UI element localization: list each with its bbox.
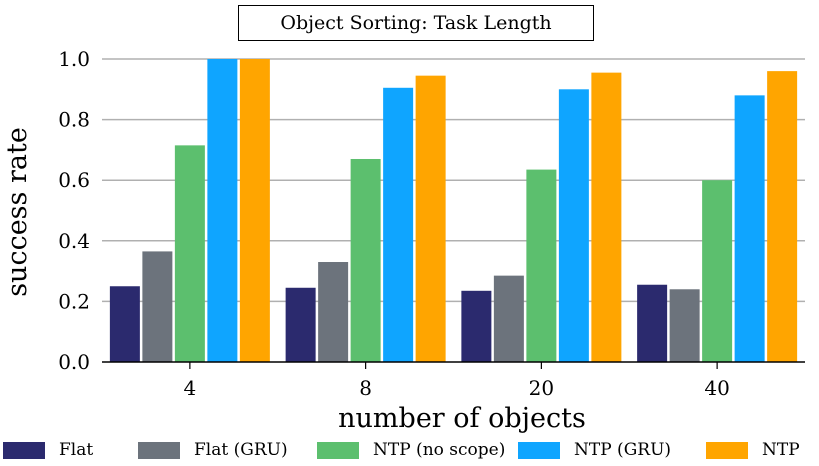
y-tick-label: 1.0 <box>58 47 90 71</box>
y-tick-labels: 0.0 0.2 0.4 0.6 0.8 1.0 <box>58 47 90 374</box>
legend-label: Flat (GRU) <box>194 440 288 460</box>
legend-item: NTP <box>706 440 800 460</box>
bar-flat-gru-4 <box>142 251 173 362</box>
bars <box>109 59 798 363</box>
legend-label: NTP (no scope) <box>373 440 506 460</box>
legend-item: NTP (no scope) <box>317 440 505 460</box>
legend-item: NTP (GRU) <box>518 440 671 460</box>
bar-ntp-gru-8 <box>383 87 414 362</box>
legend-label: NTP (GRU) <box>574 440 672 460</box>
bar-ntp-no-scope-4 <box>174 145 205 362</box>
x-tick-labels: 4 8 20 40 <box>184 376 730 400</box>
bar-ntp-no-scope-20 <box>526 169 557 362</box>
x-tick-label: 20 <box>529 376 554 400</box>
bar-flat-8 <box>285 287 316 362</box>
legend-label: NTP <box>762 440 800 460</box>
legend: Flat Flat (GRU) NTP (no scope) NTP (GRU) NTP <box>0 440 819 466</box>
y-tick-label: 0.4 <box>58 229 90 253</box>
bar-ntp-20 <box>591 72 622 362</box>
bar-ntp-gru-20 <box>558 89 589 363</box>
legend-swatch <box>317 441 359 459</box>
chart-title: Object Sorting: Task Length <box>238 5 594 41</box>
legend-swatch <box>3 441 45 459</box>
bar-ntp-4 <box>239 59 270 362</box>
bar-ntp-no-scope-8 <box>350 158 381 362</box>
x-tick-label: 8 <box>359 376 372 400</box>
bar-flat-gru-40 <box>669 289 700 362</box>
y-tick-label: 0.0 <box>58 350 90 374</box>
y-tick-label: 0.2 <box>58 289 90 313</box>
y-axis-label: success rate <box>2 127 33 297</box>
legend-swatch <box>706 441 748 459</box>
bar-chart: 0.0 0.2 0.4 0.6 0.8 1.0 4 8 20 40 success rate n… <box>2 47 805 434</box>
x-tick-label: 4 <box>184 376 197 400</box>
legend-label: Flat <box>59 440 94 460</box>
bar-flat-40 <box>637 284 668 362</box>
x-axis-label: number of objects <box>338 403 586 434</box>
legend-item: Flat (GRU) <box>138 440 288 460</box>
axes <box>102 361 805 369</box>
bar-ntp-40 <box>767 71 798 363</box>
y-tick-label: 0.6 <box>58 168 90 192</box>
bar-ntp-gru-4 <box>207 59 238 362</box>
bar-ntp-gru-40 <box>734 95 765 363</box>
bar-ntp-8 <box>415 75 446 362</box>
legend-item: Flat <box>3 440 93 460</box>
legend-swatch <box>518 441 560 459</box>
y-tick-label: 0.8 <box>58 108 90 132</box>
bar-flat-gru-20 <box>493 275 524 362</box>
bar-flat-4 <box>109 286 140 362</box>
bar-flat-20 <box>461 290 492 362</box>
legend-swatch <box>138 441 180 459</box>
bar-flat-gru-8 <box>318 262 349 362</box>
bar-ntp-no-scope-40 <box>702 180 733 362</box>
x-tick-label: 40 <box>704 376 729 400</box>
